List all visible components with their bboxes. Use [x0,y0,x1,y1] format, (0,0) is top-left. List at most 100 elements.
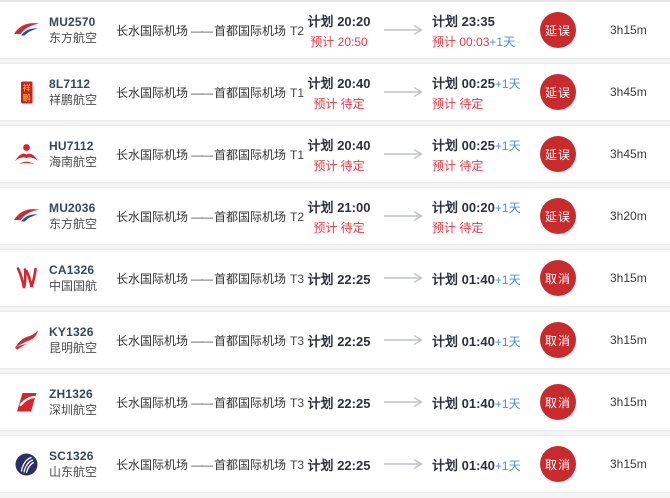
airline-cell: HU7112 海南航空 [0,139,116,170]
departure-planned: 计划 20:40 [307,137,371,153]
route: 长水国际机场 —— 首都国际机场 T3 [116,456,304,473]
flight-arrow-icon [380,86,428,98]
arrival-planned: 计划 00:20+1天 [432,199,521,215]
arrival-estimated-day-plus: +1天 [489,34,516,49]
airline-name: 深圳航空 [49,402,98,417]
arrival-times: 计划 01:40+1天 预计 [428,331,528,350]
flight-arrow-icon [380,458,428,470]
destination-airport: 首都国际机场 [214,333,287,348]
airline-info: KY1326 昆明航空 [49,325,97,356]
flight-number: MU2036 [49,200,96,215]
terminal: T1 [290,85,305,100]
status-badge: 取消 [540,322,576,358]
terminal: T1 [290,147,305,162]
airline-name: 山东航空 [49,464,98,479]
arrival-planned: 计划 01:40+1天 [432,457,521,473]
flight-duration: 3h15m [610,457,647,471]
airline-info: HU7112 海南航空 [49,139,97,170]
svg-text:鹏: 鹏 [23,92,31,102]
origin-airport: 长水国际机场 [116,147,189,162]
origin-airport: 长水国际机场 [116,333,189,348]
duration-line-wrap [588,277,610,279]
origin-airport: 长水国际机场 [116,457,189,472]
flight-row[interactable]: MU2036 东方航空 长水国际机场 —— 首都国际机场 T2 计划 21:00 预计… [0,187,670,245]
status-badge: 取消 [540,384,576,420]
flight-arrow-icon [380,396,428,408]
duration-line-wrap [588,463,610,465]
terminal: T2 [290,209,305,224]
arrival-times: 计划 00:25+1天 预计 待定 [428,135,528,174]
airline-name: 东方航空 [49,30,98,45]
shenzhen-icon [13,389,40,416]
arrival-planned: 计划 01:40+1天 [432,395,521,411]
arrival-planned: 计划 23:35 [432,13,495,29]
hainan-icon [13,141,40,168]
arrival-planned-day-plus: +1天 [494,272,521,287]
airline-info: MU2570 东方航空 [49,15,97,46]
terminal: T3 [290,395,305,410]
flight-duration: 3h20m [610,209,647,223]
duration-line-wrap [588,91,610,93]
route: 长水国际机场 —— 首都国际机场 T2 [116,22,304,39]
arrival-times: 计划 00:20+1天 预计 待定 [428,197,528,236]
route: 长水国际机场 —— 首都国际机场 T3 [116,270,304,287]
route: 长水国际机场 —— 首都国际机场 T1 [116,84,304,101]
departure-times: 计划 20:40 预计 待定 [298,135,380,174]
flight-number: KY1326 [49,324,94,339]
flight-arrow-icon [380,24,428,36]
destination-airport: 首都国际机场 [214,395,287,410]
route-separator: —— [191,333,213,348]
departure-planned: 计划 21:00 [307,199,371,215]
destination-airport: 首都国际机场 [214,209,287,224]
flight-duration: 3h15m [610,395,647,409]
destination-airport: 首都国际机场 [214,457,287,472]
departure-times: 计划 21:00 预计 待定 [298,197,380,236]
route-separator: —— [191,457,213,472]
route: 长水国际机场 —— 首都国际机场 T3 [116,394,304,411]
shandong-icon [13,451,40,478]
duration-line-wrap [588,215,610,217]
departure-times: 计划 20:20 预计 20:50 [298,11,380,50]
route-separator: —— [191,23,213,38]
status-cell: 延误 [528,136,588,172]
flight-number: HU7112 [49,138,94,153]
departure-estimated: 预计 20:50 [310,34,368,49]
arrival-times: 计划 01:40+1天 预计 [428,269,528,288]
destination-airport: 首都国际机场 [214,85,287,100]
flight-row[interactable]: 祥鹏 8L7112 祥鹏航空 长水国际机场 —— 首都国际机场 T1 计划 20:40… [0,63,670,121]
destination-airport: 首都国际机场 [214,23,287,38]
status-cell: 取消 [528,322,588,358]
terminal: T3 [290,271,305,286]
status-cell: 延误 [528,198,588,234]
status-cell: 取消 [528,446,588,482]
route: 长水国际机场 —— 首都国际机场 T1 [116,146,304,163]
flight-row[interactable]: MU2570 东方航空 长水国际机场 —— 首都国际机场 T2 计划 20:20 预计… [0,1,670,59]
duration-line-wrap [588,401,610,403]
route-separator: —— [191,85,213,100]
departure-times: 计划 22:25 预计 [298,455,380,474]
duration-line-wrap [588,339,610,341]
arrival-planned: 计划 01:40+1天 [432,333,521,349]
air-china-icon [13,265,40,292]
flight-row[interactable]: HU7112 海南航空 长水国际机场 —— 首都国际机场 T1 计划 20:40 预计… [0,125,670,183]
airline-name: 中国国航 [49,278,98,293]
flight-number: 8L7112 [49,76,91,91]
departure-times: 计划 22:25 预计 [298,393,380,412]
flight-number: SC1326 [49,448,94,463]
airline-cell: CA1326 中国国航 [0,263,116,294]
departure-estimated: 预计 待定 [313,220,365,235]
departure-times: 计划 22:25 预计 [298,269,380,288]
origin-airport: 长水国际机场 [116,209,189,224]
china-eastern-icon [13,17,40,44]
arrival-planned-day-plus: +1天 [494,138,521,153]
status-cell: 延误 [528,74,588,110]
route-separator: —— [191,147,213,162]
flight-duration: 3h45m [610,85,647,99]
airline-info: MU2036 东方航空 [49,201,97,232]
flight-number: ZH1326 [49,386,93,401]
flight-arrow-icon [380,334,428,346]
